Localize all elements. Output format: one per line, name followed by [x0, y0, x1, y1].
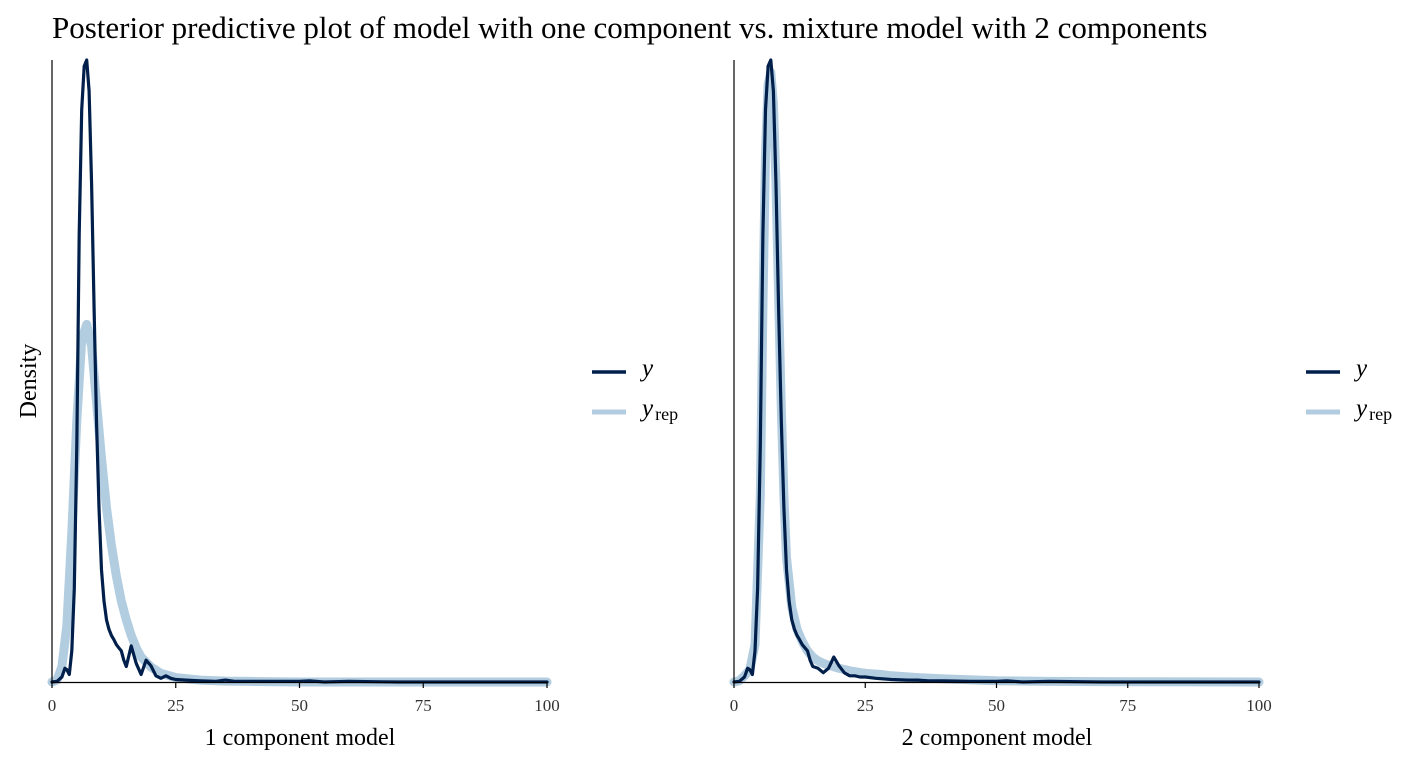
series-line-yrep: [729, 67, 1264, 687]
x-axis-title: 2 component model: [902, 725, 1093, 751]
x-tick-label: 25: [857, 696, 874, 715]
x-tick-label: 100: [1246, 696, 1272, 715]
x-axis-title: 1 component model: [205, 725, 396, 751]
x-tick-label: 0: [48, 696, 57, 715]
legend-label-yrep: y rep: [639, 395, 678, 424]
legend-label-yrep: y rep: [1353, 395, 1392, 424]
figure-title: Posterior predictive plot of model with …: [52, 10, 1208, 45]
panel-right: 0 25 50 75 100 2 component model y y rep: [729, 58, 1392, 751]
legend: y y rep: [1306, 355, 1392, 424]
legend: y y rep: [592, 355, 678, 424]
x-tick-label: 50: [988, 696, 1005, 715]
x-tick-label: 100: [534, 696, 560, 715]
legend-label-y: y: [639, 355, 654, 382]
x-tick-label: 75: [415, 696, 432, 715]
x-tick-label: 50: [291, 696, 308, 715]
x-tick-label: 0: [730, 696, 739, 715]
y-axis-title: Density: [16, 344, 42, 419]
x-tick-label: 75: [1119, 696, 1136, 715]
panel-left: 0 25 50 75 100 1 component model Density y y rep: [16, 58, 678, 751]
series-line-yrep: [47, 319, 552, 687]
legend-label-y: y: [1353, 355, 1368, 382]
series-line-y: [732, 58, 1261, 684]
x-tick-label: 25: [167, 696, 184, 715]
series-line-y: [50, 58, 549, 684]
